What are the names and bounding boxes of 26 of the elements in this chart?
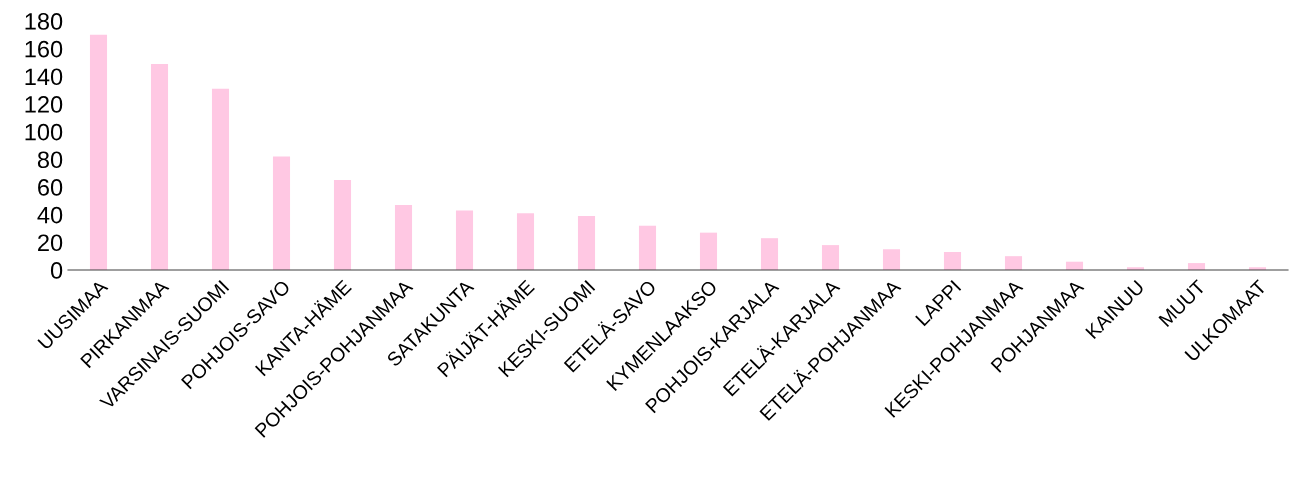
bar [211,88,230,270]
bar [516,213,535,270]
y-tick-label: 140 [25,68,63,86]
bar [577,216,596,270]
bar [638,225,657,270]
bar [89,34,108,270]
y-tick-label: 180 [25,13,63,30]
y-tick-label: 80 [37,151,63,169]
bar [394,204,413,270]
bar [882,249,901,270]
bar [272,156,291,270]
y-tick-label: 40 [37,206,63,224]
y-tick-label: 20 [38,234,63,252]
bar [943,252,962,270]
y-tick-label: 0 [50,262,63,279]
y-tick-label: 100 [25,123,63,141]
bar [333,180,352,270]
bar [760,238,779,270]
bar [699,232,718,270]
y-tick-label: 120 [25,96,63,113]
bar [150,63,169,270]
bar [455,210,474,270]
y-tick-label: 60 [38,179,63,196]
y-tick-label: 160 [25,40,63,58]
bar [1004,256,1023,270]
bar [821,245,840,270]
